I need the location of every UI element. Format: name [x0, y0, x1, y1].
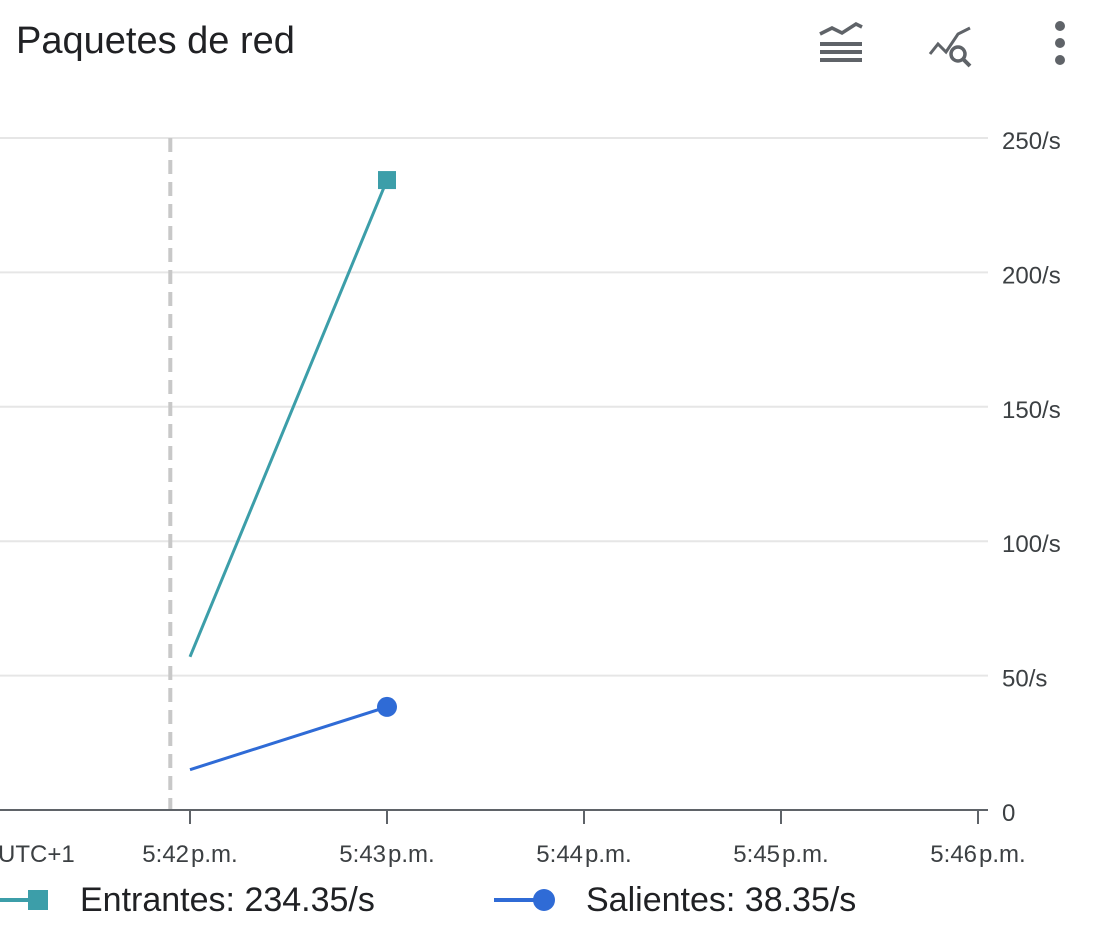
x-tick-time: 5:46: [930, 841, 977, 868]
x-tick-label: 5:43p.m.: [339, 841, 434, 868]
x-tick-label: 5:42p.m.: [142, 841, 237, 868]
data-point-square-entrantes: [378, 171, 396, 190]
y-tick-label: 150/s: [1002, 397, 1061, 424]
legend-series-name: Entrantes:: [80, 881, 235, 919]
y-tick-label: 250/s: [1002, 128, 1061, 155]
legend-circle-salientes: [533, 889, 555, 911]
x-tick-label: 5:45p.m.: [733, 841, 828, 868]
data-point-circle-salientes: [377, 696, 397, 717]
legend-item-salientes[interactable]: Salientes: 38.35/s: [492, 870, 912, 930]
x-axis: [0, 809, 988, 824]
chart-header: Paquetes de red: [0, 0, 1096, 90]
more-options-icon[interactable]: [1044, 20, 1076, 68]
y-tick-label: 50/s: [1002, 666, 1047, 693]
x-tick-time: 5:45: [733, 841, 780, 868]
legend-label-entrantes: Entrantes: 234.35/s: [80, 880, 375, 920]
y-tick-label: 100/s: [1002, 531, 1061, 558]
x-tick-label: 5:44p.m.: [536, 841, 631, 868]
series-line-salientes: [189, 705, 388, 772]
legend-toggle-icon[interactable]: [816, 22, 866, 66]
x-tick-time: 5:43: [339, 841, 386, 868]
y-tick-label: 0: [1002, 800, 1015, 827]
explore-chart-icon[interactable]: [926, 24, 976, 68]
y-tick-label: 200/s: [1002, 262, 1061, 289]
legend-square-marker-icon: [0, 890, 48, 910]
legend-series-name: Salientes:: [586, 881, 736, 919]
legend-square-entrantes: [28, 890, 48, 910]
x-tick-suffix: p.m.: [979, 841, 1026, 868]
x-tick-time: 5:42: [142, 841, 189, 868]
chart-title: Paquetes de red: [16, 20, 295, 62]
x-tick-suffix: p.m.: [782, 841, 829, 868]
series-line-entrantes: [188, 179, 389, 658]
grid-lines: [0, 137, 988, 810]
y-axis-labels: 0 50/s 100/s 150/s 200/s 250/s: [1002, 128, 1061, 827]
timezone-label: UTC+1: [0, 841, 75, 868]
legend-item-entrantes[interactable]: Entrantes: 234.35/s: [0, 870, 420, 930]
x-tick-suffix: p.m.: [585, 841, 632, 868]
x-axis-labels: UTC+1 5:42p.m. 5:43p.m. 5:44p.m. 5:45p.m. 5:4…: [0, 841, 1026, 868]
x-tick-suffix: p.m.: [388, 841, 435, 868]
x-tick-suffix: p.m.: [191, 841, 238, 868]
x-tick-time: 5:44: [536, 841, 583, 868]
legend-series-value: 38.35/s: [744, 881, 857, 919]
chart-legend: Entrantes: 234.35/s Salientes: 38.35/s: [0, 870, 1096, 930]
legend-circle-marker-icon: [494, 889, 555, 911]
legend-series-value: 234.35/s: [244, 881, 375, 919]
legend-label-salientes: Salientes: 38.35/s: [586, 880, 856, 920]
x-tick-label: 5:46p.m.: [930, 841, 1025, 868]
series: [188, 171, 397, 772]
